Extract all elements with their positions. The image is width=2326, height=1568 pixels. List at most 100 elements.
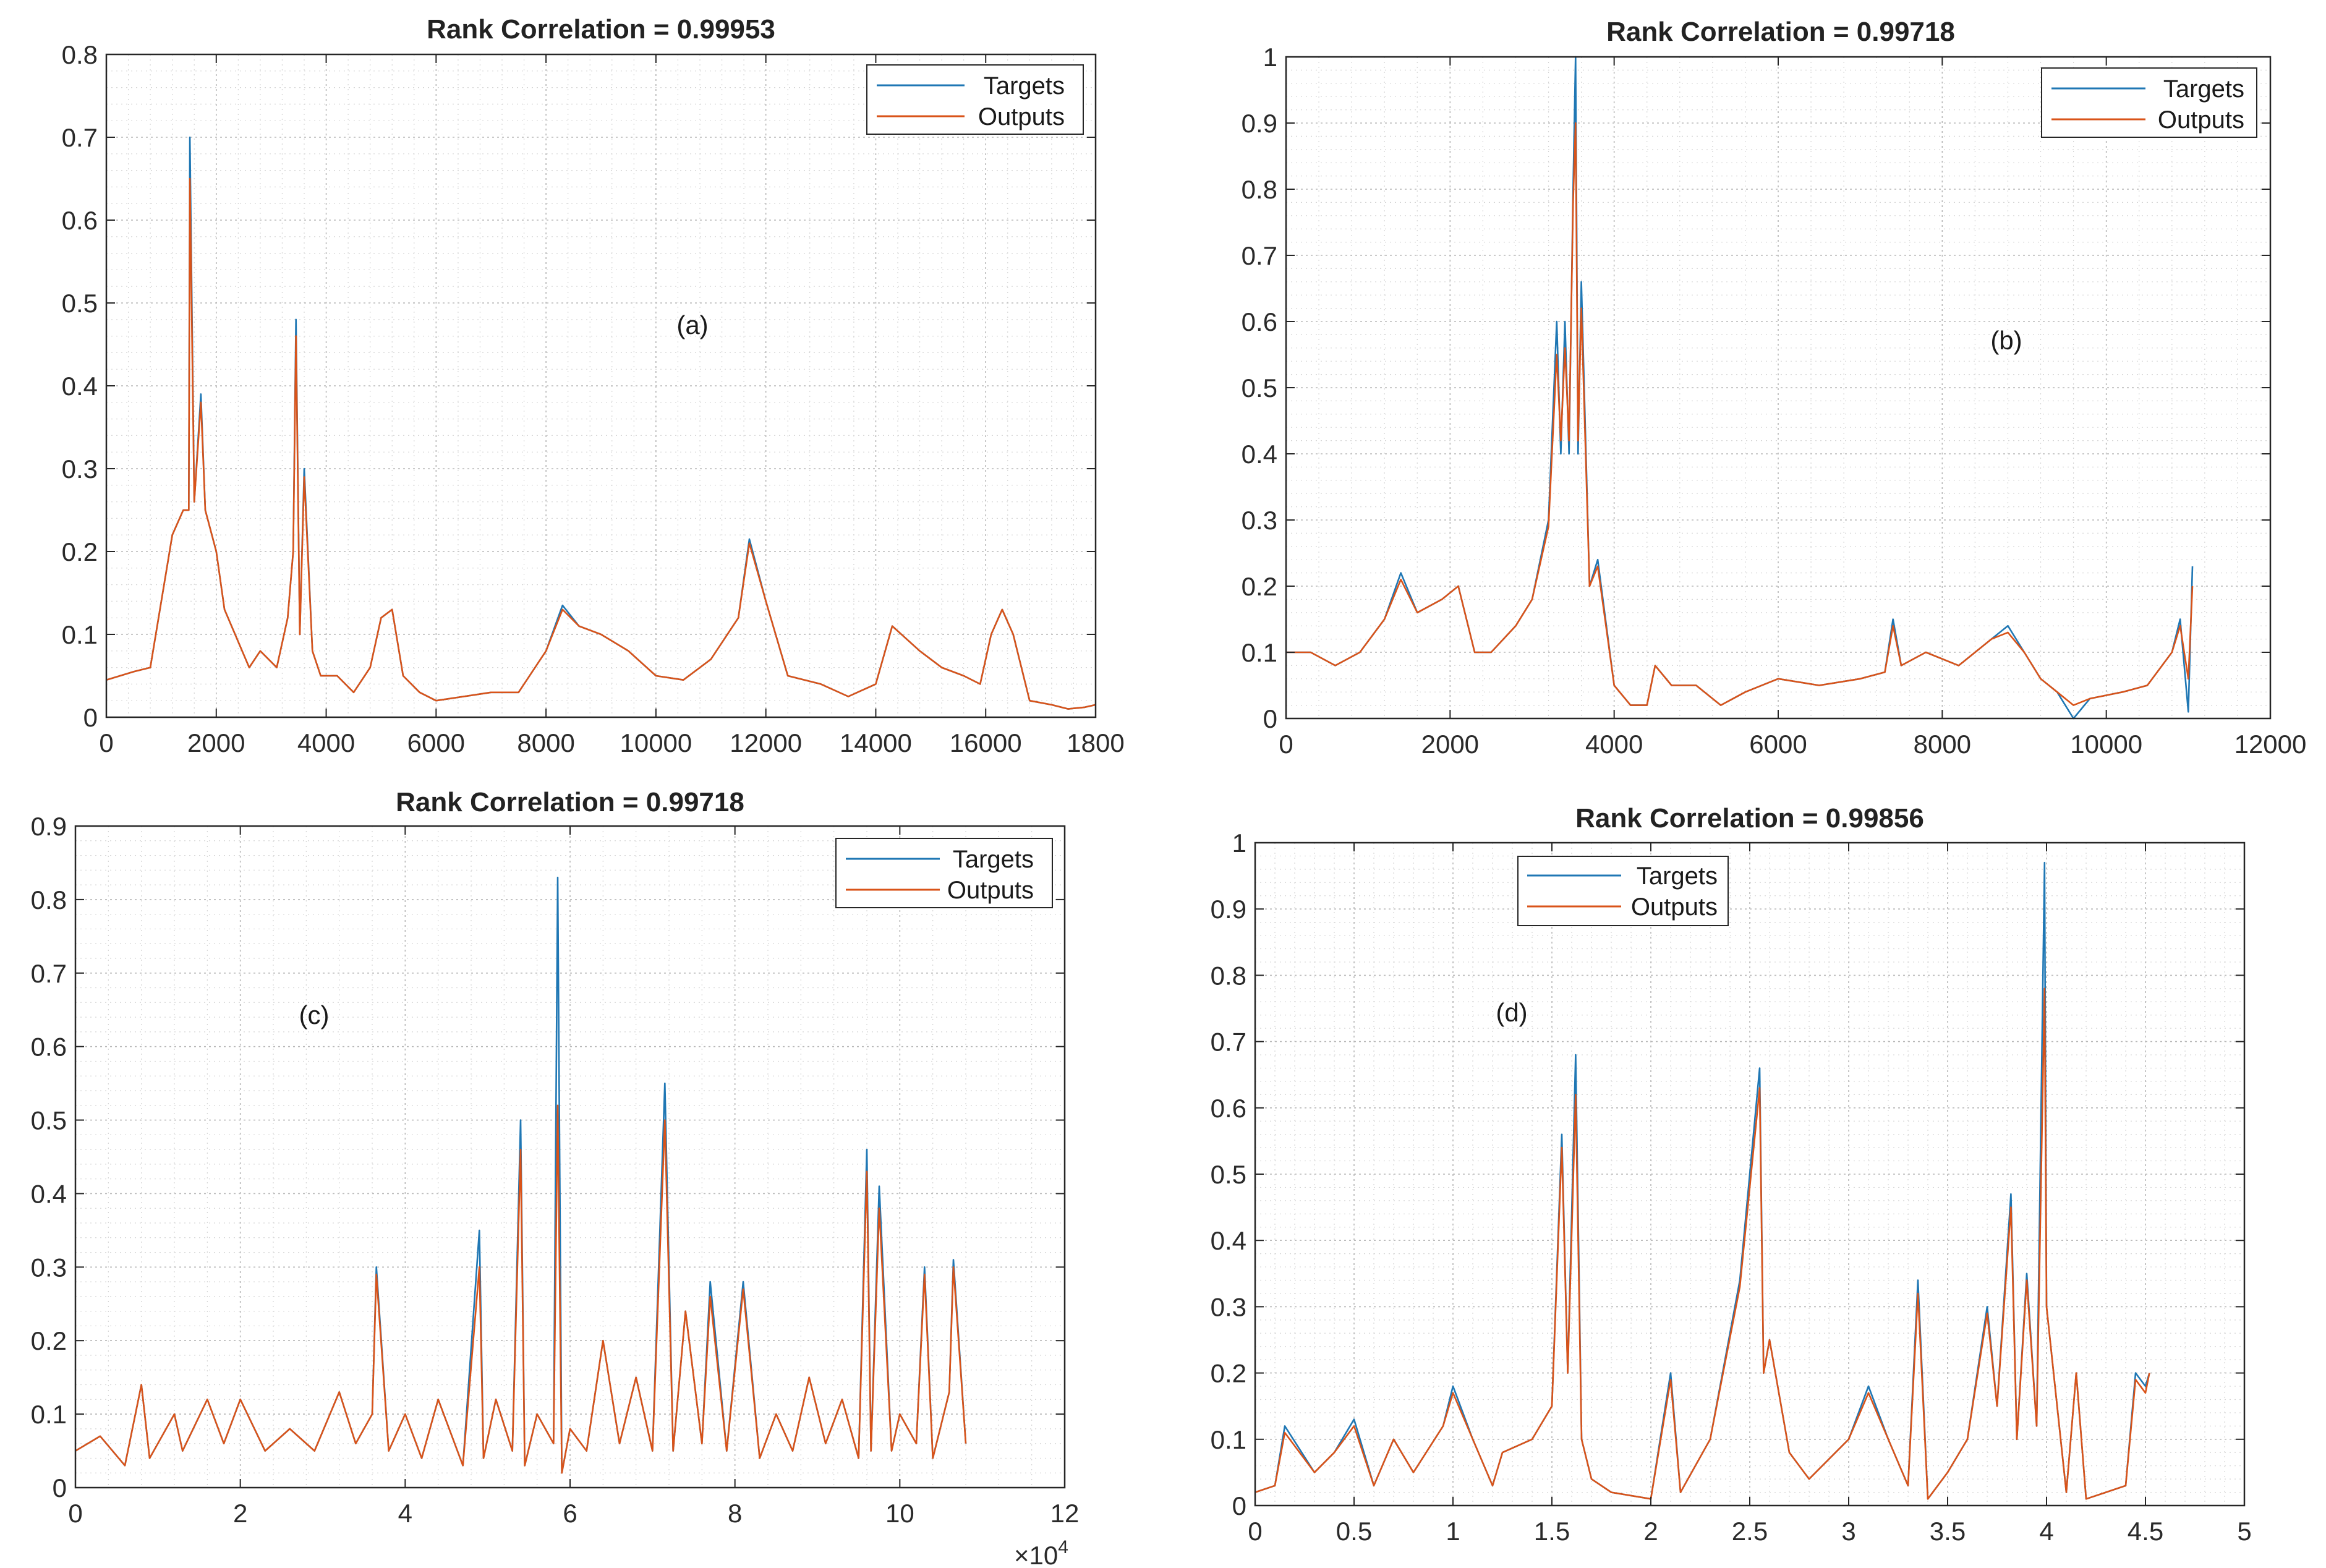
x-tick-label: 6 xyxy=(563,1499,577,1528)
y-tick-label: 0 xyxy=(83,703,98,732)
legend-label-targets: Targets xyxy=(1637,863,1718,890)
y-tick-label: 0.6 xyxy=(31,1033,67,1062)
y-axis: 0 0.1 0.2 0.3 0.4 0.5 0.6 0.7 0.8 0.9 1 xyxy=(1211,829,2244,1520)
x-tick-label: 8000 xyxy=(517,728,574,757)
series-line-outputs xyxy=(1286,122,2194,706)
x-tick-label: 1.5 xyxy=(1534,1517,1570,1546)
legend-box xyxy=(866,64,1084,135)
x-tick-label: 0 xyxy=(1248,1517,1262,1546)
y-tick-label: 0.1 xyxy=(31,1400,67,1429)
x-tick-label: 4.5 xyxy=(2128,1517,2163,1546)
y-tick-label: 0.2 xyxy=(1242,572,1277,601)
y-tick-label: 0.7 xyxy=(1211,1028,1246,1057)
legend-box xyxy=(1517,856,1729,926)
x-tick-label: 1 xyxy=(1446,1517,1460,1546)
legend-label-outputs: Outputs xyxy=(2158,106,2244,134)
x-tick-label: 12 xyxy=(1050,1499,1080,1528)
series-line-outputs xyxy=(75,1104,967,1474)
legend-label-targets: Targets xyxy=(953,846,1034,873)
x-tick-label: 14000 xyxy=(840,728,912,757)
y-tick-label: 0.7 xyxy=(1242,241,1277,270)
y-tick-label: 0.5 xyxy=(31,1106,67,1135)
chart-panel-d: 0 0.5 1 1.5 2 2.5 3 3.5 4 4.5 5 0 0.1 0.2 0.3 0.4 0.5 0.… xyxy=(1211,803,2252,1546)
y-tick-label: 0.3 xyxy=(1211,1292,1246,1321)
legend-label-targets: Targets xyxy=(2163,75,2244,103)
chart-panel-c: 0 2 4 6 8 10 12 0 0.1 0.2 0.3 0.4 0.5 0.6 0.7 0.8 0.9 R… xyxy=(31,787,1080,1568)
x-tick-label: 8000 xyxy=(1914,730,1971,759)
panel-label: (b) xyxy=(1990,326,2022,355)
x-tick-label: 10 xyxy=(885,1499,914,1528)
x-axis: 0 2 4 6 8 10 12 xyxy=(68,826,1079,1528)
y-tick-label: 0.7 xyxy=(31,959,67,988)
x-tick-label: 2.5 xyxy=(1732,1517,1768,1546)
y-tick-label: 0.3 xyxy=(1242,506,1277,535)
legend-label-outputs: Outputs xyxy=(947,877,1034,904)
x-tick-label: 2 xyxy=(233,1499,247,1528)
y-axis: 0 0.1 0.2 0.3 0.4 0.5 0.6 0.7 0.8 0.9 1 xyxy=(1242,43,2270,733)
x-tick-label: 6000 xyxy=(1749,730,1807,759)
x-multiplier-base: ×10 xyxy=(1014,1541,1058,1568)
y-tick-label: 1 xyxy=(1232,829,1246,858)
legend-label-targets: Targets xyxy=(984,72,1065,100)
series-lines xyxy=(1286,56,2194,720)
chart-title: Rank Correlation = 0.99718 xyxy=(396,787,744,817)
y-tick-label: 0.7 xyxy=(62,123,98,152)
y-axis: 0 0.1 0.2 0.3 0.4 0.5 0.6 0.7 0.8 0.9 xyxy=(31,812,1065,1502)
chart-title: Rank Correlation = 0.99953 xyxy=(427,14,775,45)
y-tick-label: 1 xyxy=(1263,43,1277,72)
x-tick-label: 2000 xyxy=(1421,730,1479,759)
legend: Targets Outputs xyxy=(1517,856,1729,926)
series-line-outputs xyxy=(106,177,1096,710)
y-tick-label: 0 xyxy=(1263,704,1277,733)
major-grid xyxy=(75,825,1065,1488)
series-lines xyxy=(75,876,967,1474)
x-tick-label: 10000 xyxy=(620,728,692,757)
x-tick-label: 0.5 xyxy=(1336,1517,1372,1546)
x-tick-label: 12000 xyxy=(2234,730,2307,759)
x-tick-label: 2000 xyxy=(187,728,245,757)
series-lines xyxy=(106,136,1096,710)
y-tick-label: 0.2 xyxy=(31,1326,67,1355)
chart-panel-b: 0 2000 4000 6000 8000 10000 12000 0 0.1 0.2 0.3 0.… xyxy=(1242,17,2307,759)
y-tick-label: 0.4 xyxy=(1242,440,1277,469)
x-tick-label: 4000 xyxy=(1585,730,1643,759)
y-tick-label: 0.9 xyxy=(31,812,67,841)
y-tick-label: 0.6 xyxy=(62,206,98,235)
y-tick-label: 0.8 xyxy=(1242,175,1277,204)
y-tick-label: 0.4 xyxy=(62,372,98,401)
x-tick-label: 10000 xyxy=(2070,730,2142,759)
y-tick-label: 0.4 xyxy=(1211,1226,1246,1255)
x-tick-label: 1800 xyxy=(1067,728,1124,757)
y-tick-label: 0.1 xyxy=(1242,638,1277,667)
y-axis: 0 0.1 0.2 0.3 0.4 0.5 0.6 0.7 0.8 xyxy=(62,40,1096,732)
x-tick-label: 8 xyxy=(728,1499,742,1528)
x-tick-label: 5 xyxy=(2237,1517,2251,1546)
legend: Targets Outputs xyxy=(2041,67,2257,138)
y-tick-label: 0.8 xyxy=(1211,961,1246,990)
chart-title: Rank Correlation = 0.99856 xyxy=(1575,803,1924,833)
y-tick-label: 0 xyxy=(1232,1491,1246,1520)
x-tick-label: 3 xyxy=(1841,1517,1855,1546)
x-tick-label: 4 xyxy=(398,1499,412,1528)
y-tick-label: 0.4 xyxy=(31,1179,67,1208)
y-tick-label: 0.8 xyxy=(31,885,67,914)
y-tick-label: 0.1 xyxy=(1211,1425,1246,1454)
y-tick-label: 0.2 xyxy=(1211,1359,1246,1388)
x-tick-label: 6000 xyxy=(407,728,465,757)
y-tick-label: 0.1 xyxy=(62,620,98,649)
legend: Targets Outputs xyxy=(866,64,1084,135)
y-tick-label: 0.8 xyxy=(62,40,98,69)
y-tick-label: 0 xyxy=(53,1473,67,1502)
y-tick-label: 0.5 xyxy=(1242,373,1277,403)
series-lines xyxy=(1255,861,2150,1500)
panel-label: (a) xyxy=(676,310,708,339)
y-tick-label: 0.6 xyxy=(1242,307,1277,336)
y-tick-label: 0.3 xyxy=(62,454,98,484)
x-tick-label: 16000 xyxy=(950,728,1022,757)
chart-panel-a: 0 2000 4000 6000 8000 10000 12000 14000 16000 180… xyxy=(62,14,1125,757)
legend-box xyxy=(835,838,1053,908)
x-tick-label: 2 xyxy=(1643,1517,1658,1546)
x-tick-label: 0 xyxy=(1279,730,1293,759)
x-axis: 0 2000 4000 6000 8000 10000 12000 xyxy=(1279,57,2306,759)
x-tick-label: 0 xyxy=(99,728,113,757)
